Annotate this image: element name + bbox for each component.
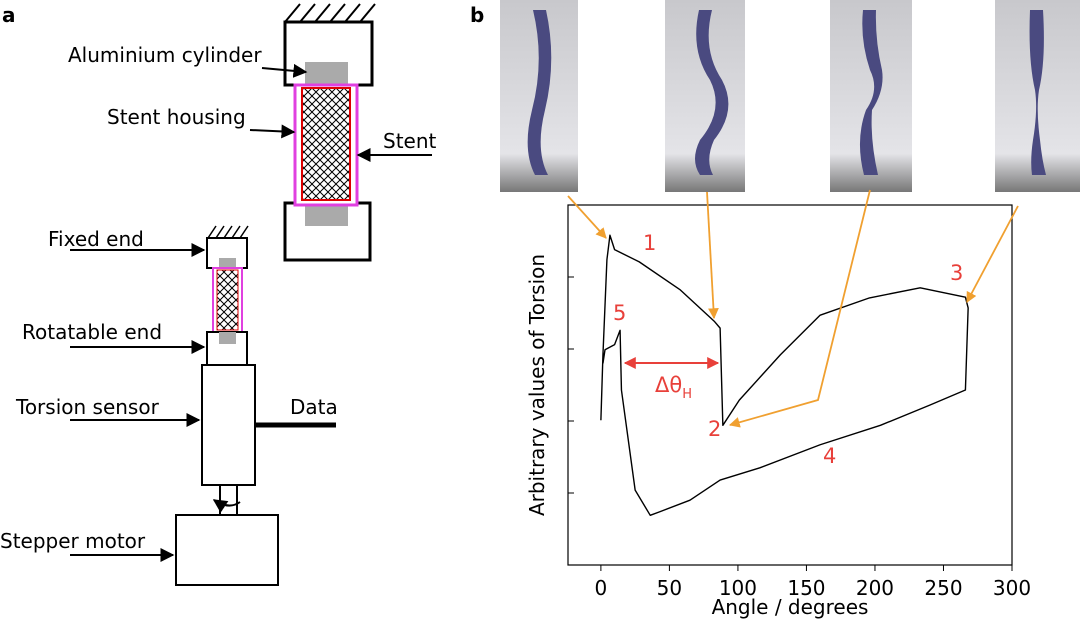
hatch [207,225,249,239]
annotation: 4 [823,444,836,468]
x-tick-label: 0 [595,576,608,600]
label: Aluminium cylinder [68,43,262,67]
label: Stent [383,129,437,153]
shaft [219,484,238,516]
callout-arrow [966,205,1019,303]
annotation: 1 [643,231,656,255]
cylinder [219,332,236,344]
y-axis-label: Arbitrary values of Torsion [525,254,549,516]
callouts [567,189,1019,428]
arrow [249,124,296,139]
delta-text: Δθ [655,373,682,397]
photos [500,0,1080,192]
sensor [201,364,256,486]
stent [301,87,351,201]
motor [175,514,279,586]
plot: 0 50 100 150 200 250 300 [568,234,1031,600]
x-axis-label: Angle / degrees [712,595,869,619]
annotation: 2 [708,417,721,441]
panel-b: b 0 50 100 150 200 250 300 Angle / degrees Arb… [470,0,1080,619]
annotation: 5 [613,301,626,325]
callout-arrow [567,195,607,239]
rotation-arrow [212,499,241,513]
delta-label: ΔθH [655,373,692,402]
stent-photo [1029,10,1046,175]
x-tick-label: 100 [719,576,757,600]
x-tick-label: 200 [856,576,894,600]
stent-photo [527,10,552,175]
label: Stepper motor [0,529,146,553]
delta-subscript: H [682,387,692,402]
arrow [261,63,308,78]
x-tick-label: 150 [787,576,825,600]
callout-arrow [706,191,719,320]
plot-frame [567,204,1013,566]
stent-photo [695,10,729,175]
panel-label: a [2,3,16,27]
hatch [284,3,376,23]
stent-photo [859,10,883,175]
label: Torsion sensor [15,395,160,419]
label: Rotatable end [22,320,162,344]
label: Data [290,395,338,419]
panel-a: a Aluminium cylinder Stent housing Stent… [0,3,437,586]
x-tick-label: 250 [924,576,962,600]
x-tick-label: 300 [993,576,1031,600]
panel-label: b [470,3,484,27]
x-tick-label: 50 [657,576,682,600]
label: Fixed end [48,227,144,251]
annotation: 3 [950,261,963,285]
callout-arrow [728,189,871,428]
label: Stent housing [107,105,246,129]
stent [216,269,239,331]
